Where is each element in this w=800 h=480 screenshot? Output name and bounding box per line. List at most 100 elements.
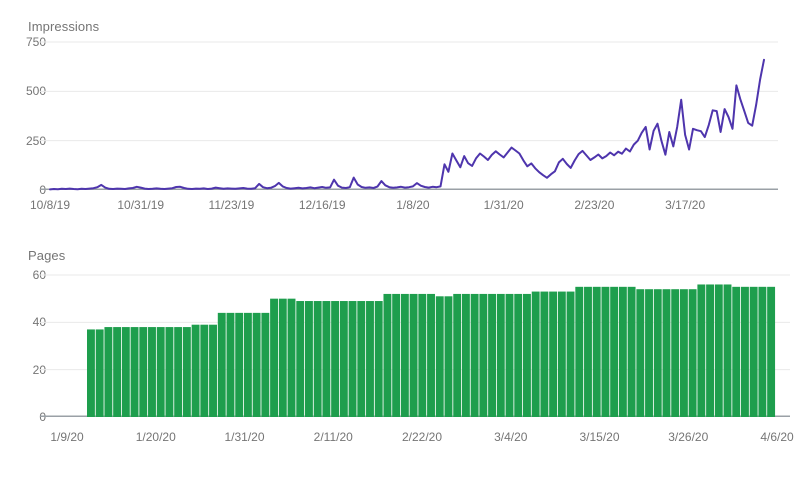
x-tick-label-12/16/19: 12/16/19 (298, 198, 346, 212)
pages-bar[interactable] (592, 286, 601, 417)
pages-bar[interactable] (461, 293, 470, 417)
pages-bar[interactable] (374, 301, 383, 417)
pages-bar[interactable] (435, 296, 444, 417)
y-tick-label-750: 750 (25, 35, 46, 49)
pages-bar[interactable] (427, 293, 435, 417)
pages-bar[interactable] (130, 327, 139, 417)
pages-bar[interactable] (200, 324, 209, 417)
pages-bar[interactable] (339, 301, 348, 417)
pages-bar[interactable] (392, 293, 401, 417)
pages-bar[interactable] (305, 301, 313, 417)
pages-bar[interactable] (287, 298, 296, 417)
pages-bar[interactable] (366, 301, 374, 417)
pages-bar[interactable] (749, 286, 758, 417)
pages-bar[interactable] (549, 291, 558, 417)
pages-bar[interactable] (679, 289, 688, 417)
x-tick-label-1/31/20: 1/31/20 (483, 198, 524, 212)
pages-bar[interactable] (444, 296, 453, 417)
pages-bar[interactable] (182, 327, 191, 417)
pages-bar[interactable] (566, 291, 575, 417)
pages-bar[interactable] (278, 298, 287, 417)
pages-bar[interactable] (121, 327, 130, 417)
pages-bar[interactable] (113, 327, 122, 417)
pages-bar[interactable] (174, 327, 183, 417)
pages-bar[interactable] (767, 286, 776, 417)
x-tick-label-1/20/20: 1/20/20 (135, 430, 176, 444)
x-tick-label-1/9/20: 1/9/20 (50, 430, 84, 444)
pages-bar[interactable] (191, 324, 200, 417)
pages-bar[interactable] (148, 327, 156, 417)
pages-bar[interactable] (671, 289, 680, 417)
x-tick-label-1/31/20: 1/31/20 (224, 430, 265, 444)
pages-bar[interactable] (697, 284, 706, 417)
pages-bar[interactable] (618, 286, 627, 417)
pages-bar[interactable] (732, 286, 741, 417)
pages-bar[interactable] (488, 293, 497, 417)
x-tick-label-3/15/20: 3/15/20 (579, 430, 620, 444)
pages-bar[interactable] (714, 284, 723, 417)
pages-bar[interactable] (296, 301, 305, 417)
pages-bar[interactable] (706, 284, 715, 417)
pages-bar[interactable] (601, 286, 610, 417)
pages-bar[interactable] (584, 286, 592, 417)
y-tick-label-20: 20 (32, 362, 46, 377)
pages-bar[interactable] (610, 286, 619, 417)
pages-x-axis-labels: 1/9/20 1/20/20 1/31/20 2/11/20 2/22/20 3/4/20… (40, 429, 793, 445)
pages-bar[interactable] (165, 327, 174, 417)
pages-bar[interactable] (636, 289, 645, 417)
x-tick-label-1/8/20: 1/8/20 (396, 198, 430, 212)
pages-bar[interactable] (313, 301, 322, 417)
pages-bar[interactable] (514, 293, 523, 417)
pages-bar[interactable] (87, 329, 95, 417)
pages-bar[interactable] (252, 312, 261, 417)
pages-bar[interactable] (496, 293, 505, 417)
pages-bar[interactable] (104, 327, 113, 417)
pages-bar[interactable] (348, 301, 357, 417)
pages-bar[interactable] (139, 327, 148, 417)
pages-bar[interactable] (226, 312, 235, 417)
x-tick-label-10/8/19: 10/8/19 (29, 198, 71, 212)
pages-bar[interactable] (723, 284, 732, 417)
pages-bar[interactable] (270, 298, 279, 417)
pages-bar[interactable] (540, 291, 549, 417)
pages-bar[interactable] (741, 286, 749, 417)
pages-bar[interactable] (662, 289, 671, 417)
pages-bar[interactable] (645, 289, 653, 417)
pages-bar[interactable] (453, 293, 462, 417)
pages-bar[interactable] (209, 324, 217, 417)
pages-bar[interactable] (479, 293, 488, 417)
impressions-line-plot[interactable] (40, 36, 778, 194)
x-tick-label-3/4/20: 3/4/20 (494, 430, 528, 444)
impressions-series-line (49, 58, 765, 191)
pages-bar[interactable] (523, 293, 531, 417)
pages-bar[interactable] (758, 286, 767, 417)
pages-bar[interactable] (322, 301, 331, 417)
y-tick-label-500: 500 (25, 84, 46, 99)
pages-bar[interactable] (217, 312, 226, 417)
pages-bar[interactable] (261, 312, 270, 417)
pages-bar[interactable] (575, 286, 584, 417)
pages-bar[interactable] (557, 291, 566, 417)
pages-bar[interactable] (383, 293, 392, 417)
pages-bar[interactable] (688, 289, 697, 417)
y-tick-label-40: 40 (32, 315, 46, 330)
pages-bar[interactable] (156, 327, 165, 417)
pages-bar[interactable] (235, 312, 244, 417)
pages-bar-plot[interactable] (40, 270, 790, 421)
y-tick-label-60: 60 (32, 268, 46, 282)
pages-bar[interactable] (627, 286, 636, 417)
x-tick-label-3/26/20: 3/26/20 (668, 430, 709, 444)
pages-bar[interactable] (243, 312, 252, 417)
pages-bar[interactable] (418, 293, 427, 417)
pages-bar[interactable] (505, 293, 514, 417)
pages-bar[interactable] (95, 329, 104, 417)
pages-bar[interactable] (331, 301, 340, 417)
pages-bar[interactable] (531, 291, 540, 417)
pages-bar[interactable] (400, 293, 409, 417)
pages-bar[interactable] (470, 293, 479, 417)
x-tick-label-4/6/20: 4/6/20 (760, 430, 794, 444)
pages-bar[interactable] (409, 293, 418, 417)
pages-bar[interactable] (357, 301, 366, 417)
pages-bar[interactable] (653, 289, 662, 417)
